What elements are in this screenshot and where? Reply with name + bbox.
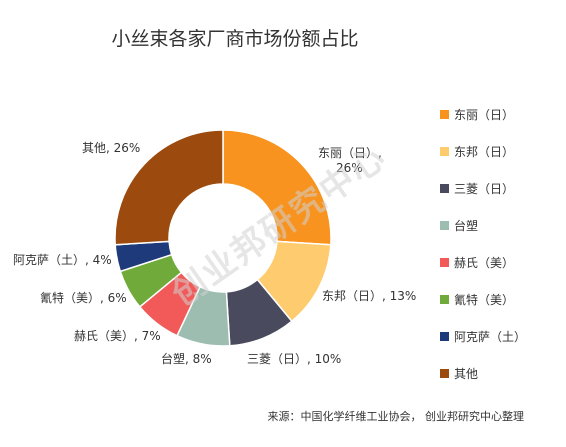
data-label: 东丽（日）, 26% bbox=[318, 146, 382, 175]
legend-swatch bbox=[440, 221, 449, 230]
legend-item: 氰特（美） bbox=[440, 281, 526, 318]
legend-swatch bbox=[440, 110, 449, 119]
data-label: 台塑, 8% bbox=[161, 351, 212, 366]
legend-item: 赫氏（美） bbox=[440, 244, 526, 281]
legend-label: 赫氏（美） bbox=[454, 256, 515, 270]
data-label: 东邦（日）, 13% bbox=[322, 289, 416, 303]
legend-label: 其他 bbox=[454, 367, 479, 381]
legend-label: 东丽（日） bbox=[454, 108, 515, 122]
legend-label: 台塑 bbox=[454, 219, 479, 233]
legend-item: 东丽（日） bbox=[440, 96, 526, 133]
legend-label: 阿克萨（土） bbox=[454, 330, 527, 344]
chart-title: 小丝束各家厂商市场份额占比 bbox=[111, 28, 359, 50]
legend-swatch bbox=[440, 295, 449, 304]
legend-item: 阿克萨（土） bbox=[440, 318, 526, 355]
data-label: 氰特（美）, 6% bbox=[40, 290, 127, 305]
legend-item: 东邦（日） bbox=[440, 133, 526, 170]
legend-swatch bbox=[440, 369, 449, 378]
source-note: 来源：中国化学纤维工业协会， 创业邦研究中心整理 bbox=[267, 410, 525, 423]
legend-swatch bbox=[440, 147, 449, 156]
legend-item: 三菱（日） bbox=[440, 170, 526, 207]
legend-swatch bbox=[440, 332, 449, 341]
data-label: 其他, 26% bbox=[82, 141, 140, 155]
legend: 东丽（日） 东邦（日） 三菱（日） 台塑赫氏（美） 氰特（美） 阿克萨（土） 其他 bbox=[440, 96, 526, 392]
legend-label: 氰特（美） bbox=[454, 293, 515, 307]
legend-item: 其他 bbox=[440, 355, 526, 392]
legend-item: 台塑 bbox=[440, 207, 526, 244]
legend-swatch bbox=[440, 184, 449, 193]
legend-label: 东邦（日） bbox=[454, 145, 515, 159]
legend-swatch bbox=[440, 258, 449, 267]
pie-slice bbox=[222, 129, 332, 246]
data-label: 赫氏（美）, 7% bbox=[74, 329, 161, 343]
legend-label: 三菱（日） bbox=[454, 182, 515, 196]
data-label: 阿克萨（土）, 4% bbox=[13, 253, 112, 267]
pie-slice bbox=[114, 129, 224, 246]
data-label: 三菱（日）, 10% bbox=[247, 352, 341, 366]
